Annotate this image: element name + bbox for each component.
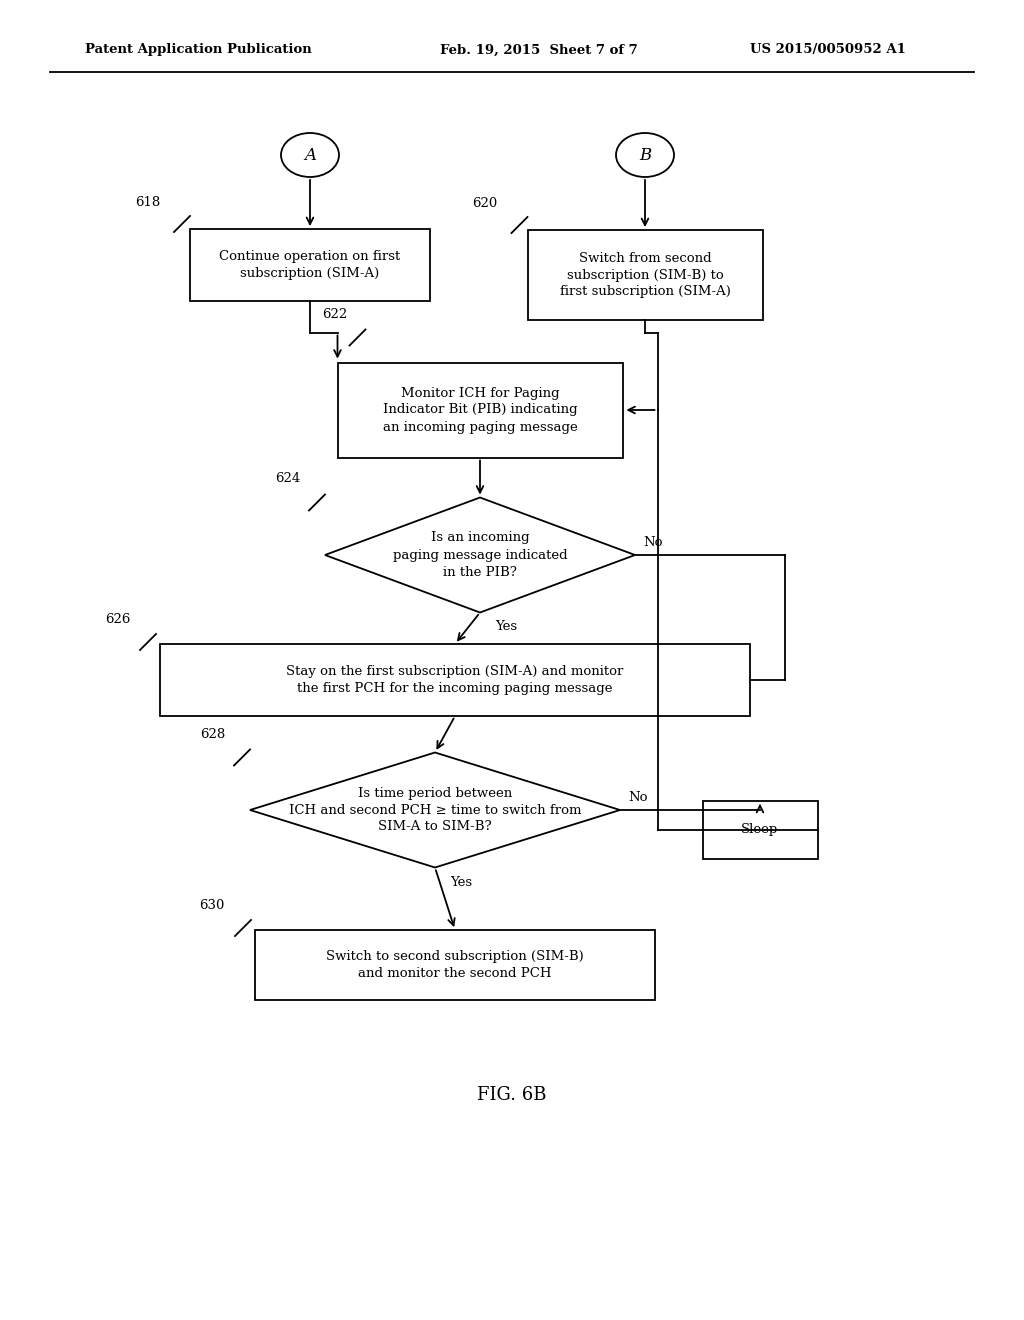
Text: Feb. 19, 2015  Sheet 7 of 7: Feb. 19, 2015 Sheet 7 of 7: [440, 44, 638, 57]
Text: 626: 626: [104, 612, 130, 626]
Text: No: No: [643, 536, 663, 549]
Text: Yes: Yes: [450, 875, 472, 888]
Bar: [160, 644, 750, 715]
Ellipse shape: [616, 133, 674, 177]
Text: 620: 620: [472, 197, 498, 210]
Text: 628: 628: [200, 727, 225, 741]
Text: B: B: [639, 147, 651, 164]
Text: US 2015/0050952 A1: US 2015/0050952 A1: [750, 44, 906, 57]
Text: Switch from second
subscription (SIM-B) to
first subscription (SIM-A): Switch from second subscription (SIM-B) …: [559, 252, 730, 298]
Bar: [255, 931, 655, 1001]
Text: FIG. 6B: FIG. 6B: [477, 1086, 547, 1104]
Text: Continue operation on first
subscription (SIM-A): Continue operation on first subscription…: [219, 249, 400, 280]
Text: Patent Application Publication: Patent Application Publication: [85, 44, 311, 57]
Text: Is an incoming
paging message indicated
in the PIB?: Is an incoming paging message indicated …: [392, 532, 567, 578]
Text: No: No: [628, 791, 647, 804]
Text: Switch to second subscription (SIM-B)
and monitor the second PCH: Switch to second subscription (SIM-B) an…: [326, 950, 584, 979]
Text: Is time period between
ICH and second PCH ≥ time to switch from
SIM-A to SIM-B?: Is time period between ICH and second PC…: [289, 787, 582, 833]
Bar: [338, 363, 623, 458]
Text: 630: 630: [200, 899, 225, 912]
Polygon shape: [250, 752, 620, 867]
Text: 622: 622: [323, 308, 347, 321]
Text: 618: 618: [135, 195, 160, 209]
Text: Sleep: Sleep: [741, 824, 778, 837]
Text: Stay on the first subscription (SIM-A) and monitor
the first PCH for the incomin: Stay on the first subscription (SIM-A) a…: [287, 665, 624, 696]
Text: Monitor ICH for Paging
Indicator Bit (PIB) indicating
an incoming paging message: Monitor ICH for Paging Indicator Bit (PI…: [383, 387, 578, 433]
Ellipse shape: [281, 133, 339, 177]
Text: 624: 624: [274, 473, 300, 486]
Text: Yes: Yes: [495, 620, 517, 634]
Text: A: A: [304, 147, 316, 164]
Bar: [190, 228, 430, 301]
Bar: [702, 801, 817, 859]
Polygon shape: [325, 498, 635, 612]
Bar: [527, 230, 763, 319]
